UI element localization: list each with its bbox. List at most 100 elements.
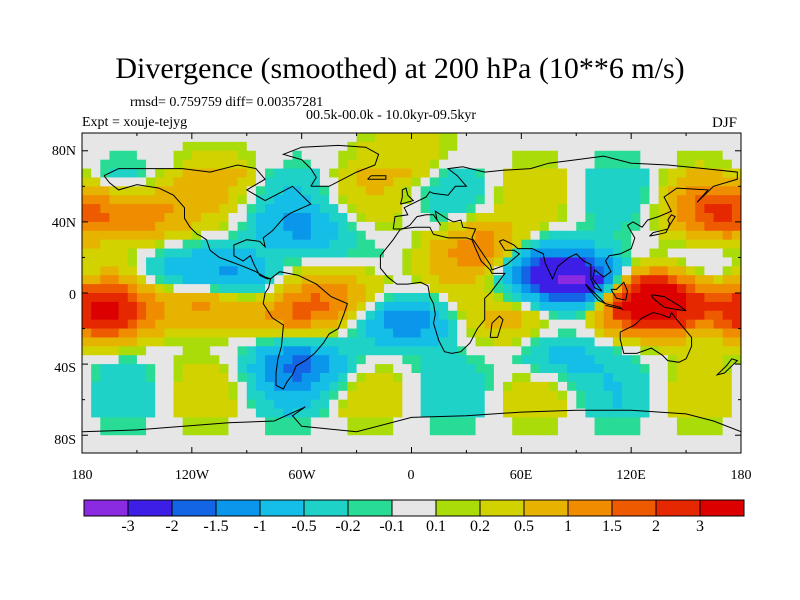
field-cell [237,168,248,179]
field-cell [640,266,651,276]
field-cell [292,168,303,179]
field-cell [329,435,339,445]
coastline [605,303,624,310]
field-cell [100,373,111,383]
field-cell [530,248,541,259]
field-cell [219,301,230,312]
field-cell [136,284,147,294]
field-cell [457,168,468,179]
field-cell [457,435,468,445]
field-cell [393,239,403,250]
field-cell [548,248,559,259]
field-cell [548,399,559,410]
field-cell [365,141,376,152]
field-cell [292,373,303,383]
coastline [400,187,415,205]
field-cell [649,266,660,276]
field-cell [466,213,477,223]
field-cell [338,408,349,419]
field-cell [301,293,312,303]
field-cell [667,364,678,374]
field-cell [356,319,367,330]
field-cell [173,150,184,161]
field-cell [704,195,715,205]
field-cell [329,141,339,152]
field-cell [585,168,596,179]
field-cell [82,141,92,152]
field-cell [612,239,623,250]
field-cell [576,355,586,365]
lat-label: 80N [51,144,76,159]
field-cell [91,168,101,179]
field-cell [265,230,275,241]
field-cell [329,257,339,267]
field-cell [649,248,660,259]
field-cell [82,444,92,453]
field-cell [329,248,339,259]
field-cell [210,141,220,152]
field-cell [713,417,724,427]
field-cell [146,133,156,143]
field-cell [585,364,596,374]
field-cell [301,275,312,285]
field-cell [164,159,175,170]
field-cell [484,373,495,383]
field-cell [512,141,522,152]
field-cell [329,364,339,374]
field-cell [228,177,239,187]
field-cell [146,204,156,214]
field-cell [420,248,431,259]
field-cell [731,346,741,356]
field-cell [686,346,696,356]
field-cell [612,257,623,267]
field-cell [704,355,715,365]
field-cell [676,301,687,312]
field-cell [164,266,175,276]
field-cell [393,230,403,241]
field-cell [411,337,422,347]
field-cell [484,435,495,445]
field-cell [118,195,129,205]
field-cell [182,204,193,214]
field-cell [695,239,705,250]
field-cell [237,364,248,374]
field-cell [246,221,257,232]
field-cell [228,408,239,419]
field-cell [557,266,568,276]
field-cell [448,381,458,392]
field-cell [704,444,715,453]
field-cell [347,328,358,339]
field-cell [200,133,211,143]
field-cell [356,426,367,436]
field-cell [283,381,294,392]
field-cell [155,355,165,365]
field-cell [228,373,239,383]
field-cell [567,390,577,401]
field-cell [429,408,440,419]
field-cell [676,355,687,365]
field-cell [301,186,312,196]
field-cell [731,417,741,427]
field-cell [420,373,431,383]
field-cell [722,337,733,347]
field-cell [146,328,156,339]
field-cell [329,284,339,294]
field-cell [686,435,696,445]
field-cell [347,417,358,427]
field-cell [274,310,284,321]
field-cell [301,408,312,419]
field-cell [374,221,385,232]
field-cell [219,364,230,374]
field-cell [292,221,303,232]
field-cell [539,186,550,196]
field-cell [402,444,413,453]
field-cell [393,337,403,347]
field-cell [429,293,440,303]
field-cell [667,141,678,152]
field-cell [686,150,696,161]
field-cell [393,328,403,339]
field-cell [484,408,495,419]
field-cell [521,221,532,232]
field-cell [448,177,458,187]
field-cell [521,337,532,347]
